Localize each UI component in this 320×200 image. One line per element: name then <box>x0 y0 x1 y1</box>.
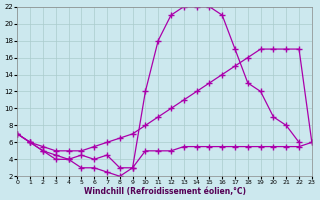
X-axis label: Windchill (Refroidissement éolien,°C): Windchill (Refroidissement éolien,°C) <box>84 187 245 196</box>
